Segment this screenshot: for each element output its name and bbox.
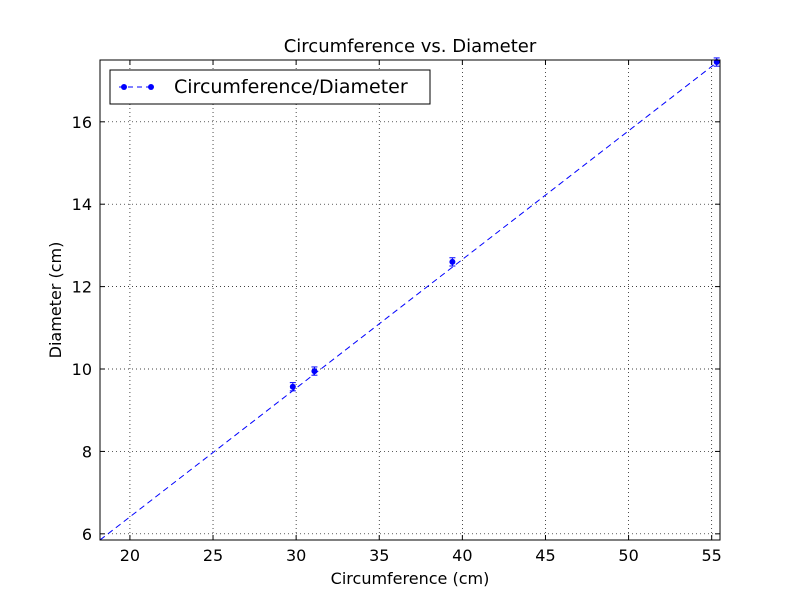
- plot-frame: [99, 59, 721, 541]
- y-axis-label: Diameter (cm): [46, 242, 65, 359]
- data-point: [713, 59, 720, 66]
- x-tick-label: 45: [535, 546, 555, 565]
- y-tick-label: 6: [82, 525, 92, 544]
- x-tick-label: 50: [618, 546, 638, 565]
- y-tick-label: 16: [72, 113, 92, 132]
- legend-box: [109, 69, 431, 105]
- x-tick-label: 40: [452, 546, 472, 565]
- legend-marker-right: [148, 84, 154, 90]
- x-tick-label: 35: [369, 546, 389, 565]
- axis-ticks: 20 25 30 35 40 45 50 55 6 8 10 12 14 16: [72, 60, 722, 565]
- x-tick-label: 20: [120, 546, 140, 565]
- x-tick-label: 25: [203, 546, 223, 565]
- legend-label: Circumference/Diameter: [174, 76, 408, 98]
- x-tick-label: 55: [702, 546, 722, 565]
- legend-marker-left: [121, 84, 127, 90]
- x-axis-label: Circumference (cm): [331, 569, 490, 588]
- y-tick-label: 10: [72, 360, 92, 379]
- y-tick-label: 12: [72, 278, 92, 297]
- chart-title: Circumference vs. Diameter: [284, 36, 537, 57]
- x-tick-label: 30: [286, 546, 306, 565]
- legend: Circumference/Diameter: [109, 69, 431, 105]
- data-points: [289, 57, 720, 392]
- data-point: [289, 383, 296, 390]
- fit-line: [99, 59, 721, 541]
- fit-line-group: [99, 59, 721, 541]
- data-point: [311, 368, 318, 375]
- data-point: [449, 258, 456, 265]
- y-tick-label: 14: [72, 195, 92, 214]
- grid: [100, 60, 720, 540]
- y-tick-label: 8: [82, 442, 92, 461]
